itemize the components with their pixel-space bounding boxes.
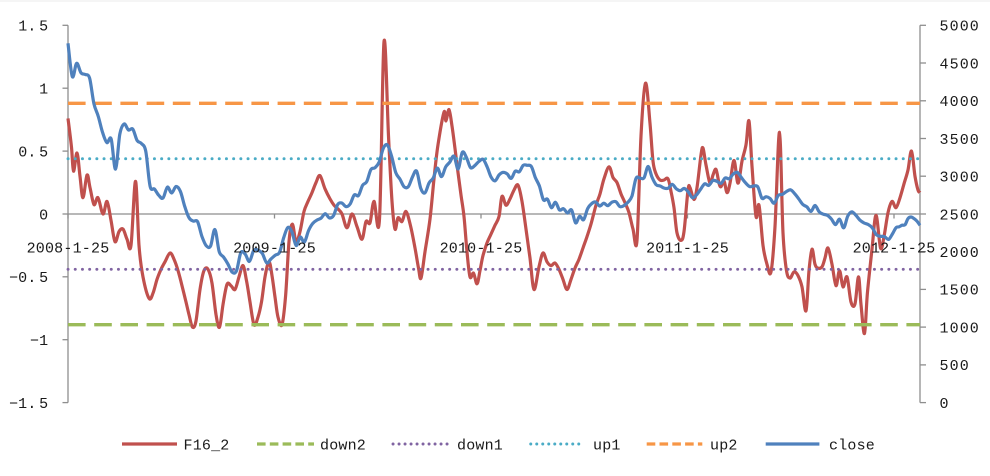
svg-text:2000: 2000 <box>940 245 980 262</box>
svg-text:F16_2: F16_2 <box>184 437 230 454</box>
svg-text:2009-1-25: 2009-1-25 <box>233 241 316 258</box>
svg-text:1.5: 1. 5 <box>18 19 48 36</box>
svg-text:1000: 1000 <box>940 320 980 337</box>
svg-text:−1: −1 <box>30 333 48 350</box>
svg-text:3000: 3000 <box>940 170 980 187</box>
svg-text:2012-1-25: 2012-1-25 <box>853 241 936 258</box>
svg-text:3500: 3500 <box>940 132 980 149</box>
svg-text:down1: down1 <box>457 437 503 454</box>
svg-text:5000: 5000 <box>940 19 980 36</box>
svg-text:up1: up1 <box>593 437 621 454</box>
svg-text:−1.5: −1. 5 <box>9 396 48 413</box>
svg-text:2500: 2500 <box>940 207 980 224</box>
svg-text:1: 1 <box>39 82 48 99</box>
svg-text:0: 0 <box>940 396 950 413</box>
svg-text:close: close <box>829 437 875 454</box>
svg-text:4500: 4500 <box>940 56 980 73</box>
svg-text:500: 500 <box>940 358 970 375</box>
svg-text:0.5: 0. 5 <box>18 144 48 161</box>
svg-text:0: 0 <box>39 207 48 224</box>
svg-text:up2: up2 <box>710 437 738 454</box>
svg-text:2011-1-25: 2011-1-25 <box>646 241 729 258</box>
svg-text:−0.5: −0. 5 <box>9 270 48 287</box>
svg-text:down2: down2 <box>320 437 366 454</box>
svg-text:4000: 4000 <box>940 94 980 111</box>
svg-text:2010-1-25: 2010-1-25 <box>440 241 523 258</box>
svg-text:2008-1-25: 2008-1-25 <box>27 241 110 258</box>
svg-text:1500: 1500 <box>940 283 980 300</box>
